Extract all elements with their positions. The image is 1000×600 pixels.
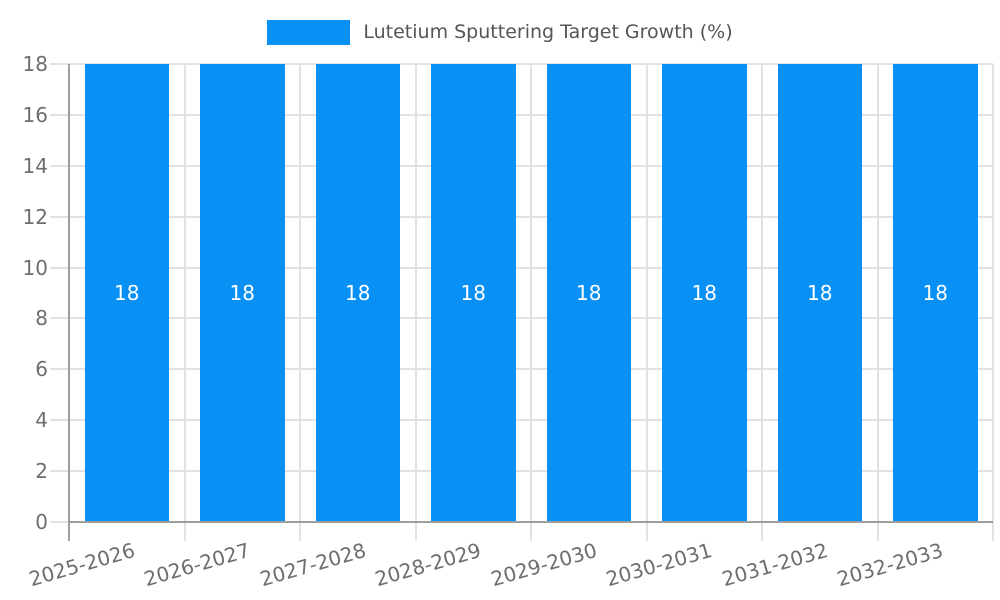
bar-value-label: 18 bbox=[922, 281, 948, 305]
bar[interactable] bbox=[84, 64, 169, 522]
grid-line-vertical bbox=[761, 64, 763, 522]
bar-value-label: 18 bbox=[114, 281, 140, 305]
bar-value-label: 18 bbox=[460, 281, 486, 305]
y-axis-label: 8 bbox=[35, 306, 48, 331]
legend-swatch bbox=[267, 19, 351, 45]
x-axis-label: 2029-2030 bbox=[487, 538, 600, 592]
x-axis-tick bbox=[183, 522, 186, 541]
y-axis-tick bbox=[50, 164, 69, 167]
bar-value-label: 18 bbox=[345, 281, 371, 305]
grid-line-vertical bbox=[414, 64, 417, 522]
x-axis-tick bbox=[414, 522, 417, 541]
y-axis-tick bbox=[50, 470, 69, 473]
bar[interactable] bbox=[662, 64, 747, 522]
y-axis-label: 18 bbox=[22, 52, 48, 76]
bar-value-label: 18 bbox=[576, 281, 602, 305]
x-axis-tick bbox=[761, 522, 763, 541]
y-axis-label: 14 bbox=[22, 153, 48, 178]
legend-label: Lutetium Sputtering Target Growth (%) bbox=[363, 21, 733, 43]
x-axis-tick bbox=[876, 522, 879, 541]
bar[interactable] bbox=[893, 64, 978, 522]
y-axis-label: 12 bbox=[22, 204, 48, 229]
y-axis-tick bbox=[50, 521, 69, 523]
y-axis-label: 6 bbox=[35, 357, 48, 382]
x-axis-label: 2026-2027 bbox=[141, 538, 253, 592]
y-axis-tick bbox=[50, 317, 69, 320]
grid-line-vertical bbox=[992, 64, 994, 522]
y-axis-label: 10 bbox=[22, 255, 48, 280]
x-axis-label: 2027-2028 bbox=[256, 538, 369, 592]
bar[interactable] bbox=[200, 64, 285, 522]
y-axis-tick bbox=[50, 113, 69, 116]
x-axis-label: 2032-2033 bbox=[834, 538, 946, 592]
x-axis-line bbox=[69, 521, 993, 523]
grid-line-vertical bbox=[183, 64, 186, 522]
bar-value-label: 18 bbox=[229, 281, 255, 305]
y-axis-line bbox=[68, 64, 70, 541]
y-axis-tick bbox=[50, 419, 69, 422]
x-axis-tick bbox=[299, 522, 301, 541]
y-axis-label: 16 bbox=[22, 102, 48, 127]
grid-line-vertical bbox=[876, 64, 879, 522]
legend[interactable]: Lutetium Sputtering Target Growth (%) bbox=[0, 19, 1000, 45]
x-axis-label: 2030-2031 bbox=[603, 538, 715, 592]
bar[interactable] bbox=[315, 64, 400, 522]
x-axis-tick bbox=[530, 522, 532, 541]
y-axis-label: 4 bbox=[35, 408, 48, 433]
grid-line-vertical bbox=[645, 64, 648, 522]
grid-line-vertical bbox=[299, 64, 301, 522]
x-axis-tick bbox=[645, 522, 648, 541]
x-axis-label: 2031-2032 bbox=[718, 538, 831, 592]
bar[interactable] bbox=[431, 64, 516, 522]
y-axis-tick bbox=[50, 63, 69, 65]
y-axis-tick bbox=[50, 215, 69, 218]
y-axis-tick bbox=[50, 368, 69, 371]
x-axis-tick bbox=[992, 522, 994, 541]
bar-value-label: 18 bbox=[807, 281, 833, 305]
y-axis-label: 2 bbox=[35, 459, 48, 484]
bar-value-label: 18 bbox=[691, 281, 717, 305]
bar[interactable] bbox=[777, 64, 862, 522]
x-axis-label: 2025-2026 bbox=[25, 538, 138, 592]
bar[interactable] bbox=[546, 64, 631, 522]
y-axis-tick bbox=[50, 266, 69, 269]
y-axis-label: 0 bbox=[35, 510, 48, 534]
grid-line-vertical bbox=[530, 64, 532, 522]
x-axis-label: 2028-2029 bbox=[372, 538, 484, 592]
